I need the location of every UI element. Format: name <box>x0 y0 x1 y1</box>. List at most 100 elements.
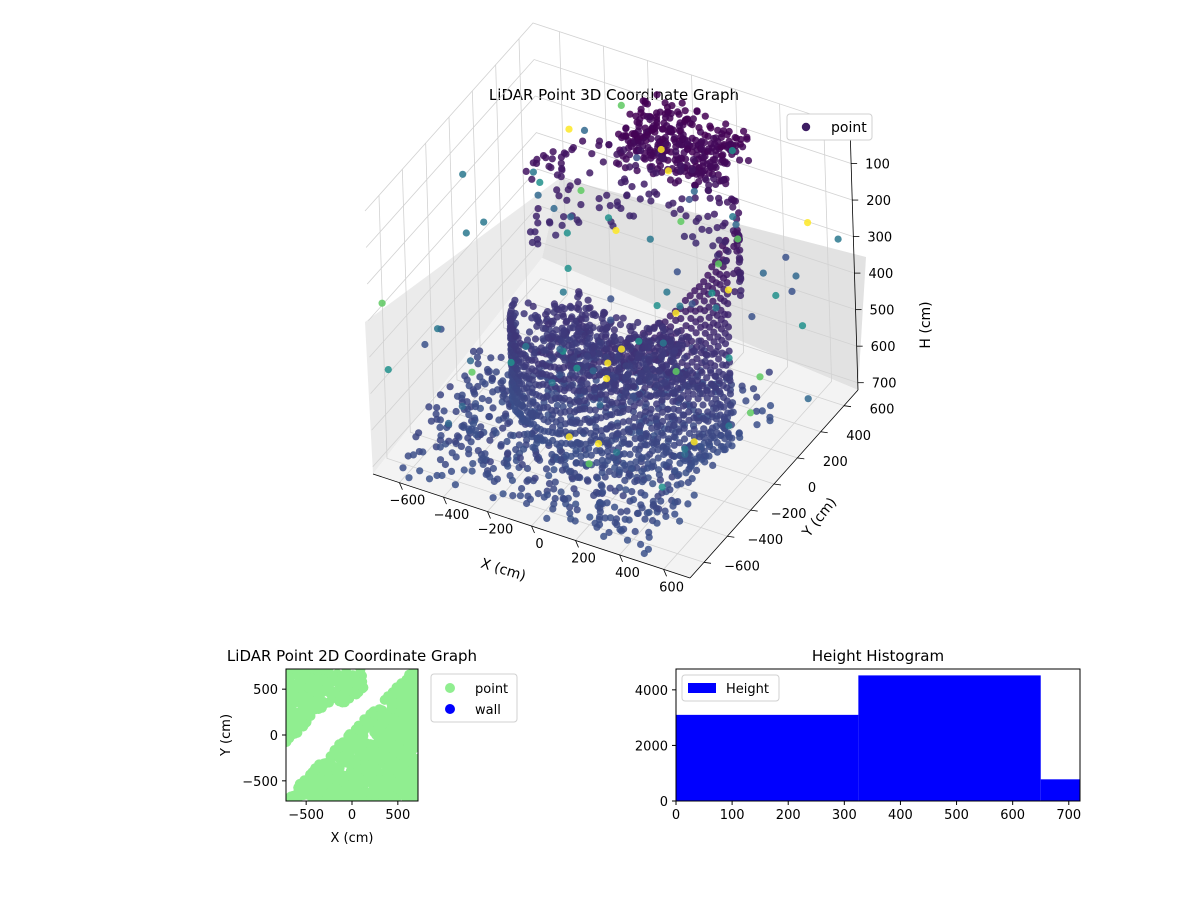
point-3d <box>704 212 712 220</box>
point-3d <box>684 145 692 153</box>
point-3d <box>668 102 676 110</box>
point-3d <box>705 452 713 460</box>
point-3d <box>573 304 581 312</box>
point-3d <box>725 333 733 341</box>
point-3d <box>545 472 553 480</box>
point-3d <box>670 405 678 413</box>
point-3d <box>712 146 720 155</box>
point-3d <box>616 526 624 534</box>
point-3d <box>469 420 478 428</box>
point-3d <box>710 382 718 390</box>
point-3d <box>545 480 554 488</box>
legend-2d-point-label: point <box>475 682 508 697</box>
point-3d <box>528 238 537 247</box>
point-3d <box>752 407 761 415</box>
point-3d <box>737 269 745 277</box>
point-3d <box>595 204 603 212</box>
point-3d <box>433 404 441 412</box>
point-3d <box>604 457 612 465</box>
point-3d <box>564 264 572 272</box>
point-3d <box>646 392 654 400</box>
point-3d <box>499 490 507 498</box>
point-3d <box>497 379 505 387</box>
point-3d <box>706 163 714 171</box>
point-3d <box>596 498 604 507</box>
point-3d <box>725 354 733 362</box>
point-3d <box>559 288 567 296</box>
x-tick-label-2d: 0 <box>348 808 356 823</box>
point-3d <box>433 471 441 480</box>
point-3d <box>621 387 630 396</box>
point-3d <box>720 159 729 167</box>
point-3d <box>655 389 663 397</box>
point-3d <box>634 318 642 327</box>
point-2d <box>411 712 418 722</box>
point-3d <box>421 340 429 349</box>
point-3d <box>646 235 654 243</box>
point-3d <box>719 176 727 184</box>
point-3d <box>570 485 578 493</box>
point-3d <box>444 419 453 427</box>
point-3d <box>634 509 642 517</box>
point-3d <box>488 374 496 382</box>
point-3d <box>542 465 551 473</box>
point-3d <box>605 141 613 149</box>
point-3d <box>727 402 735 410</box>
point-3d <box>631 527 639 536</box>
point-2d <box>408 755 418 766</box>
point-3d <box>601 514 609 522</box>
legend-2d-point-marker <box>445 683 455 693</box>
point-3d <box>703 351 711 359</box>
point-3d <box>620 450 628 458</box>
point-3d <box>674 498 682 506</box>
point-3d <box>603 425 611 433</box>
point-3d <box>728 147 736 155</box>
point-3d <box>480 218 488 226</box>
grid-line-y <box>401 169 728 537</box>
point-3d <box>664 481 672 489</box>
point-3d <box>719 222 727 230</box>
point-3d <box>700 425 708 433</box>
point-3d <box>642 417 650 425</box>
point-3d <box>645 190 653 198</box>
point-3d <box>639 359 647 367</box>
point-3d <box>679 341 687 349</box>
point-3d <box>712 304 720 312</box>
point-3d <box>637 147 645 155</box>
point-3d <box>594 440 603 448</box>
point-3d <box>586 169 594 177</box>
point-3d <box>671 347 679 355</box>
point-3d <box>661 378 669 387</box>
point-3d <box>658 403 666 411</box>
point-3d <box>626 163 634 171</box>
point-3d <box>744 157 753 165</box>
point-3d <box>498 384 506 392</box>
point-3d <box>465 411 473 419</box>
y-tick-label-2d: 500 <box>253 683 278 698</box>
point-3d <box>499 424 507 432</box>
point-3d <box>597 414 605 422</box>
point-3d <box>717 143 725 151</box>
point-3d <box>655 466 663 474</box>
point-2d <box>410 692 418 703</box>
point-3d <box>607 316 615 324</box>
point-3d <box>670 433 678 441</box>
point-3d <box>677 315 685 323</box>
point-3d <box>596 390 604 399</box>
point-3d <box>558 221 566 229</box>
point-3d <box>614 422 622 430</box>
point-3d <box>742 397 750 405</box>
point-3d <box>665 448 673 456</box>
point-3d <box>612 373 620 381</box>
point-3d <box>712 395 720 403</box>
point-3d <box>468 368 476 376</box>
point-2d <box>341 669 351 679</box>
point-3d <box>704 417 712 425</box>
y-tick-label-histogram: 2000 <box>635 739 668 754</box>
point-3d <box>698 144 706 152</box>
point-3d <box>617 508 625 516</box>
point-3d <box>638 504 646 512</box>
point-3d <box>688 475 696 483</box>
point-3d <box>557 488 565 496</box>
point-3d <box>596 325 604 333</box>
